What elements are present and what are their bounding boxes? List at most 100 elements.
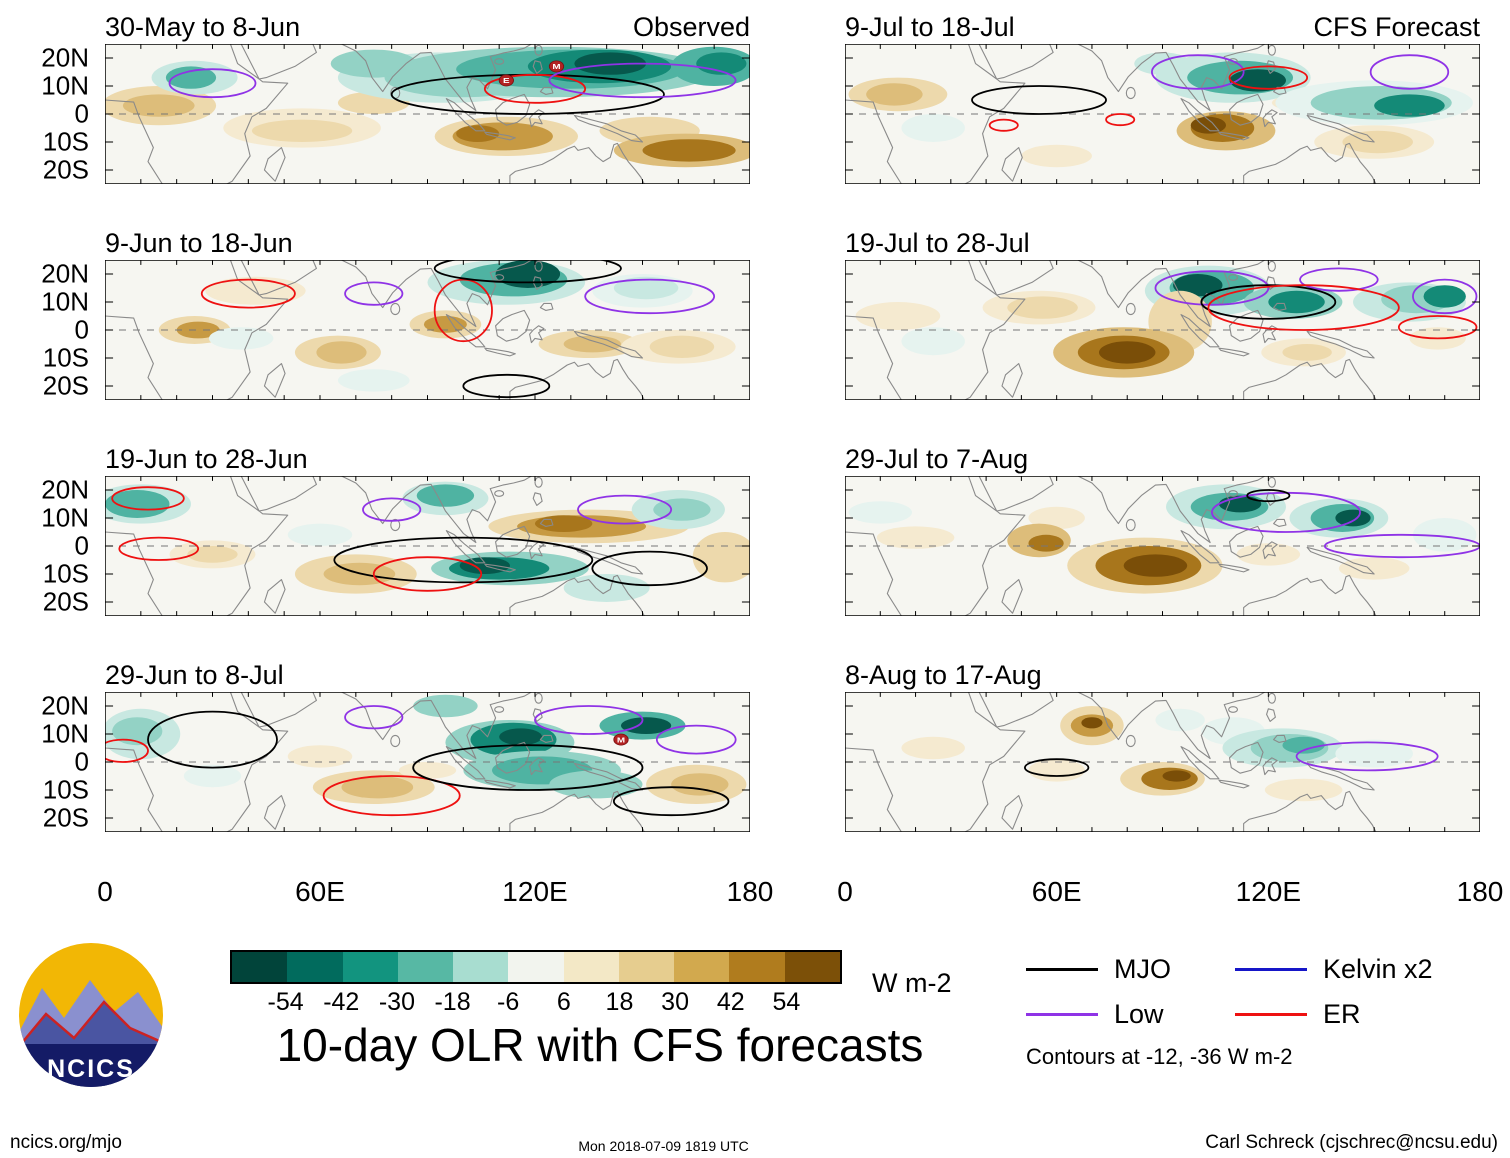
colorbar-segment [232, 952, 288, 982]
x-tick-label: 120E [1235, 876, 1302, 907]
colorbar-tick-label: -6 [497, 988, 520, 1016]
x-axis-labels: 0 60E 120E 180 [837, 868, 1503, 914]
colorbar-tick-label: 18 [605, 988, 634, 1016]
y-axis-labels: 20N 10N 0 10S 20S [10, 258, 105, 401]
footer-credit: Carl Schreck (cjschrec@ncsu.edu) [1205, 1132, 1498, 1153]
y-tick-label: 20S [42, 802, 89, 833]
colorbar-segment [287, 952, 343, 982]
map-panel: 8-Aug to 17-Aug [845, 652, 1480, 832]
y-tick-label: 0 [74, 746, 89, 777]
olr-map [105, 260, 750, 400]
colorbar-tick-label: 42 [716, 988, 745, 1016]
colorbar-segment [397, 952, 454, 982]
colorbar-tick-label: -18 [434, 988, 471, 1016]
panel-title: 9-Jul to 18-Jul [845, 12, 1015, 42]
colorbar-segment [342, 952, 398, 982]
y-tick-label: 10N [41, 70, 89, 101]
colorbar-segment [729, 952, 785, 982]
map-panel: 30-May to 8-Jun Observed 20N 10N 0 10S 20S E M [10, 4, 750, 185]
ncics-logo-text: NCICS [47, 1055, 135, 1083]
colorbar-block: -54 -42 -30 -18 -6 6 18 30 42 54 W m-2 10-day OLR… [230, 940, 980, 1072]
colorbar-segment [618, 952, 675, 982]
panel-title: 9-Jun to 18-Jun [105, 228, 293, 258]
colorbar-segment [508, 952, 564, 982]
y-tick-label: 20S [42, 370, 89, 401]
y-tick-label: 20N [41, 690, 89, 721]
map-panel: 9-Jul to 18-Jul CFS Forecast [845, 4, 1480, 184]
colorbar [230, 950, 842, 984]
x-tick-label: 60E [1031, 876, 1082, 907]
legend-contour-note: Contours at -12, -36 W m-2 [1026, 1044, 1293, 1069]
storm-marker: E [503, 76, 510, 85]
olr-map: EM [105, 44, 750, 184]
legend-label: Kelvin x2 [1323, 954, 1433, 984]
ncics-logo: NCICS [16, 940, 176, 1090]
olr-map: M [105, 692, 750, 832]
legend-entry-er: ER [1235, 999, 1433, 1030]
olr-map [845, 44, 1480, 184]
y-tick-label: 10N [41, 286, 89, 317]
y-tick-label: 10S [42, 558, 89, 589]
colorbar-tick-label: 30 [661, 988, 689, 1016]
y-tick-label: 0 [74, 314, 89, 345]
map-grid: 30-May to 8-Jun Observed 20N 10N 0 10S 20S E M 9-… [10, 4, 1503, 914]
colorbar-segment [784, 952, 840, 982]
y-tick-label: 20N [41, 258, 89, 289]
colorbar-tick-label: 54 [772, 988, 801, 1016]
footer-timestamp: Mon 2018-07-09 1819 UTC [578, 1138, 749, 1154]
olr-map [845, 692, 1480, 832]
legend-entry-low: Low [1026, 999, 1171, 1030]
x-tick-label: 120E [502, 876, 568, 907]
x-tick-label: 0 [837, 876, 853, 907]
forecast-column: 9-Jul to 18-Jul CFS Forecast 19-Jul to 28-… [837, 4, 1503, 914]
olr-map [105, 476, 750, 616]
x-tick-label: 180 [726, 876, 774, 907]
kelvin-line-sample [1235, 968, 1307, 971]
column-label: Observed [632, 12, 750, 42]
low-line-sample [1026, 1013, 1098, 1016]
legend-label: MJO [1114, 954, 1171, 984]
ncics-logo-graphic: NCICS [19, 943, 163, 1087]
y-tick-label: 10S [42, 774, 89, 805]
map-panel: 19-Jun to 28-Jun 20N 10N 0 10S 20S [10, 436, 750, 617]
colorbar-segment [563, 952, 619, 982]
panel-title: 19-Jul to 28-Jul [845, 228, 1030, 258]
y-tick-label: 0 [74, 98, 89, 129]
panel-title: 8-Aug to 17-Aug [845, 660, 1042, 690]
y-tick-label: 0 [74, 530, 89, 561]
y-tick-label: 20N [41, 474, 89, 505]
colorbar-units: W m-2 [872, 967, 952, 998]
figure-footer-block: NCICS -54 -42 -30 -18 -6 6 18 30 42 54 W m-2 10-d… [10, 940, 1498, 1090]
x-tick-label: 60E [295, 876, 345, 907]
y-tick-label: 20N [41, 42, 89, 73]
colorbar-ticks: -54 -42 -30 -18 -6 6 18 30 42 54 [230, 984, 842, 1016]
colorbar-tick-label: -54 [267, 988, 304, 1016]
y-tick-label: 10N [41, 718, 89, 749]
x-tick-label: 0 [97, 876, 113, 907]
y-axis-labels: 20N 10N 0 10S 20S [10, 474, 105, 617]
mjo-line-sample [1026, 968, 1098, 971]
map-panel: 19-Jul to 28-Jul [845, 220, 1480, 400]
legend-label: Low [1114, 999, 1164, 1029]
er-line-sample [1235, 1013, 1307, 1016]
map-panel: 29-Jul to 7-Aug [845, 436, 1480, 616]
panel-title: 30-May to 8-Jun [105, 12, 301, 42]
figure-title: 10-day OLR with CFS forecasts [276, 1019, 924, 1071]
y-tick-label: 20S [42, 154, 89, 185]
olr-map [845, 260, 1480, 400]
foot-line: ncics.org/mjo Mon 2018-07-09 1819 UTC Ca… [10, 1132, 1498, 1154]
map-panel: 9-Jun to 18-Jun 20N 10N 0 10S 20S [10, 220, 750, 401]
legend-entry-mjo: MJO [1026, 954, 1171, 985]
legend-entry-kelvin: Kelvin x2 [1235, 954, 1433, 985]
colorbar-segment [674, 952, 730, 982]
colorbar-tick-label: 6 [556, 988, 571, 1016]
y-axis-labels: 20N 10N 0 10S 20S [10, 42, 105, 185]
column-label: CFS Forecast [1313, 12, 1480, 42]
colorbar-tick-label: -42 [323, 988, 360, 1016]
storm-marker: M [552, 62, 560, 71]
olr-map [845, 476, 1480, 616]
colorbar-tick-label: -30 [378, 988, 415, 1016]
legend-entries: MJO Low Kelvin x2 ER [1026, 954, 1433, 1030]
legend-label: ER [1323, 999, 1361, 1029]
